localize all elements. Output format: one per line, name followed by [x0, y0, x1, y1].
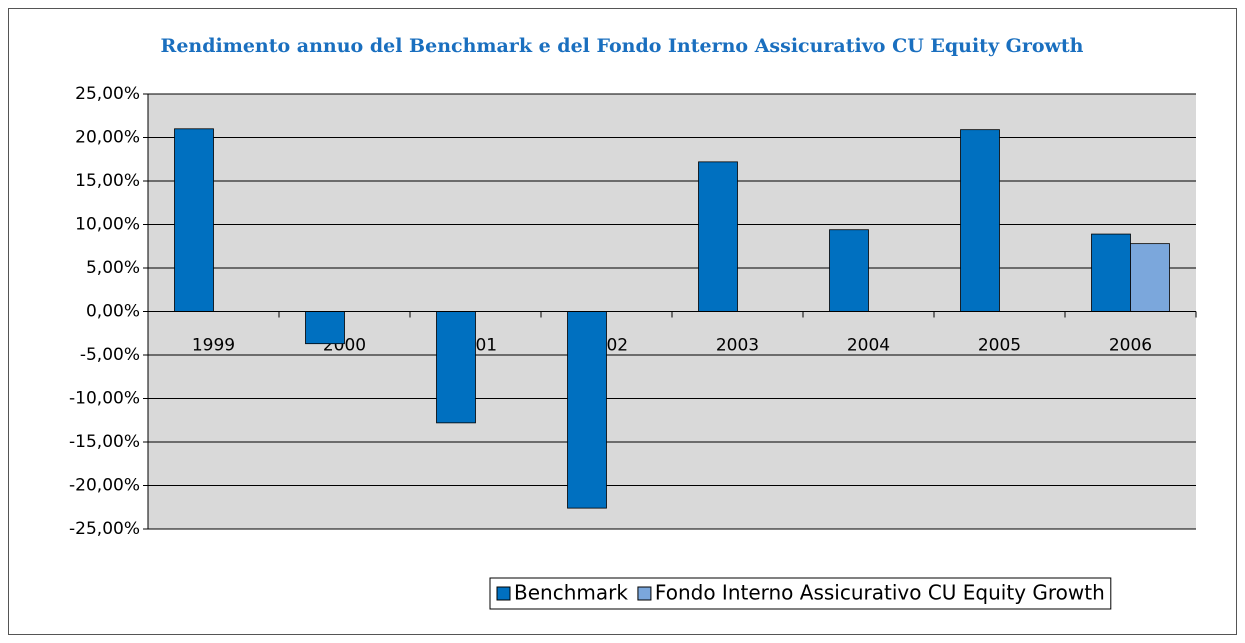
bar [436, 311, 476, 424]
bar [567, 311, 607, 509]
bar [698, 161, 738, 312]
x-tick-label: 2003 [716, 336, 759, 356]
legend [489, 577, 1112, 610]
y-tick-label: 25,00% [75, 84, 140, 104]
bar [174, 128, 214, 312]
x-tick-label: 2004 [847, 336, 890, 356]
x-tick-label: 1999 [192, 336, 235, 356]
y-tick-label: -15,00% [69, 432, 140, 452]
y-tick-label: -10,00% [69, 389, 140, 409]
y-tick-label: 5,00% [86, 258, 140, 278]
bar [305, 311, 345, 345]
y-tick-label: -25,00% [69, 519, 140, 539]
x-tick-label: 2006 [1109, 336, 1152, 356]
legend-label: Benchmark [514, 581, 628, 605]
legend-label: Fondo Interno Assicurativo CU Equity Gro… [655, 581, 1105, 605]
bar [829, 229, 869, 312]
legend-swatch [496, 586, 511, 601]
y-tick-label: -20,00% [69, 476, 140, 496]
y-tick-label: 15,00% [75, 171, 140, 191]
legend-swatch [637, 586, 652, 601]
y-tick-label: 10,00% [75, 215, 140, 235]
bar [1130, 243, 1170, 312]
bar [960, 129, 1000, 312]
chart-title: Rendimento annuo del Benchmark e del Fon… [161, 35, 1084, 57]
y-tick-label: 20,00% [75, 128, 140, 148]
x-tick-label: 2005 [978, 336, 1021, 356]
y-tick-label: -5,00% [80, 345, 140, 365]
bar [1091, 233, 1131, 312]
y-tick-label: 0,00% [86, 302, 140, 322]
